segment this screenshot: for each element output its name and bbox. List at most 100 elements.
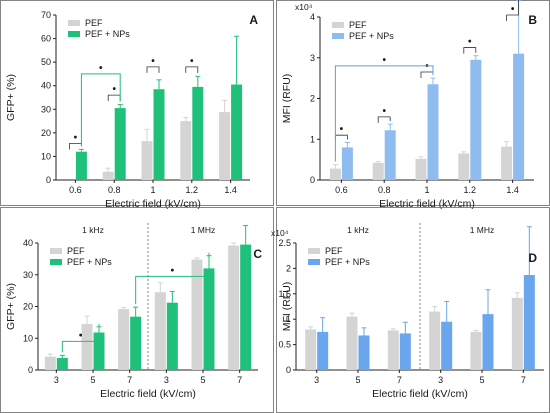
legend-swatch <box>332 33 344 39</box>
x-tick-label: 7 <box>397 375 402 385</box>
group-label-1mhz: 1 MHz <box>470 225 495 235</box>
bar-pef-5 <box>228 245 240 370</box>
y-tick-label: 40 <box>41 81 51 91</box>
significance-marker: • <box>340 124 344 135</box>
y-tick-label: 70 <box>41 10 51 20</box>
bar-pef-nps-1 <box>384 130 396 180</box>
y-tick-label: 20 <box>41 128 51 138</box>
significance-bracket <box>146 66 160 73</box>
significance-marker: • <box>79 330 83 341</box>
y-multiplier: x10⁴ <box>295 2 313 12</box>
x-tick-label: 0.6 <box>335 185 348 195</box>
group-label-1khz: 1 kHz <box>347 225 369 235</box>
bar-pef-nps-3 <box>166 302 178 370</box>
y-tick-label: 10 <box>23 333 33 343</box>
y-tick-label: 50 <box>41 57 51 67</box>
y-axis-title: MFI (RFU) <box>281 282 293 332</box>
bar-pef-nps-0 <box>317 331 329 370</box>
x-tick-label: 3 <box>164 375 169 385</box>
bar-pef-1 <box>346 316 358 370</box>
significance-bracket <box>107 94 121 102</box>
legend-swatch <box>50 259 62 265</box>
x-tick-label: 0.8 <box>378 185 391 195</box>
x-tick-label: 0.6 <box>69 185 82 195</box>
bar-pef-0 <box>44 356 56 370</box>
legend-entry: PEF + NPs <box>349 31 394 41</box>
significance-bracket-long <box>334 65 434 162</box>
significance-bracket <box>334 134 348 142</box>
y-tick-label: 40 <box>23 238 33 248</box>
y-tick-label: 0 <box>310 175 315 185</box>
legend-entry: PEF + NPs <box>325 257 370 267</box>
x-axis-title: Electric field (kV/cm) <box>372 388 468 400</box>
y-tick-label: 0.5 <box>278 340 291 350</box>
significance-marker: • <box>99 63 103 74</box>
group-label-1mhz: 1 MHz <box>191 225 216 235</box>
bar-pef-nps-4 <box>482 314 494 370</box>
bar-pef-4 <box>219 112 231 180</box>
bar-pef-0 <box>329 168 341 180</box>
y-tick-label: 4 <box>310 12 315 22</box>
bar-pef-nps-4 <box>513 53 525 180</box>
bar-pef-nps-3 <box>192 86 204 180</box>
y-multiplier: x10⁴ <box>271 228 289 238</box>
bar-pef-nps-5 <box>240 244 252 370</box>
legend-swatch <box>50 248 62 254</box>
legend-swatch <box>308 259 320 265</box>
bar-pef-1 <box>81 323 93 370</box>
x-axis-title: Electric field (kV/cm) <box>105 198 201 210</box>
x-tick-label: 0.8 <box>108 185 121 195</box>
bar-pef-nps-2 <box>427 84 439 180</box>
x-axis-title: Electric field (kV/cm) <box>379 198 475 210</box>
significance-marker: • <box>151 56 155 67</box>
bar-pef-nps-0 <box>75 151 87 180</box>
x-tick-label: 5 <box>479 375 484 385</box>
x-tick-label: 1.2 <box>464 185 477 195</box>
significance-marker: • <box>382 106 386 117</box>
y-tick-label: 30 <box>23 270 33 280</box>
significance-marker: • <box>190 56 194 67</box>
y-tick-label: 2 <box>310 94 315 104</box>
significance-bracket <box>377 116 391 123</box>
significance-marker: • <box>171 265 175 276</box>
y-axis-title: GFP+ (%) <box>5 283 17 330</box>
bar-pef-nps-4 <box>231 84 243 180</box>
significance-bracket <box>506 0 519 21</box>
significance-bracket-long <box>61 323 100 353</box>
significance-bracket-long <box>135 252 210 305</box>
legend-entry: PEF + NPs <box>67 257 112 267</box>
panel-letter: B <box>528 13 537 27</box>
y-tick-label: 1.5 <box>278 289 291 299</box>
y-tick-label: 0 <box>46 175 51 185</box>
bar-pef-3 <box>180 121 192 180</box>
x-tick-label: 3 <box>54 375 59 385</box>
bar-pef-3 <box>458 153 470 180</box>
y-tick-label: 30 <box>41 104 51 114</box>
x-tick-label: 1 <box>424 185 429 195</box>
legend-swatch <box>68 31 80 37</box>
y-tick-label: 1 <box>286 314 291 324</box>
legend-entry: PEF <box>349 20 367 30</box>
significance-marker: • <box>74 132 78 143</box>
y-tick-label: 10 <box>41 151 51 161</box>
bar-pef-nps-1 <box>114 108 126 180</box>
bar-pef-2 <box>118 309 130 370</box>
legend-entry: PEF + NPs <box>85 29 130 39</box>
panel-c: 0 10 20 30 40 3 5 7 3 5 7 Electric field (kV/cm) GFP… <box>0 207 274 413</box>
legend-swatch <box>308 248 320 254</box>
y-tick-label: 0 <box>286 365 291 375</box>
panel-letter: D <box>528 251 537 265</box>
x-tick-label: 1.4 <box>224 185 237 195</box>
significance-bracket <box>69 143 82 150</box>
significance-marker: • <box>382 55 386 66</box>
bar-pef-3 <box>429 311 441 370</box>
significance-marker: • <box>468 37 472 48</box>
legend-swatch <box>68 20 80 26</box>
x-tick-label: 3 <box>314 375 319 385</box>
legend-entry: PEF <box>325 246 343 256</box>
significance-bracket <box>463 47 477 54</box>
significance-marker: • <box>112 84 116 95</box>
